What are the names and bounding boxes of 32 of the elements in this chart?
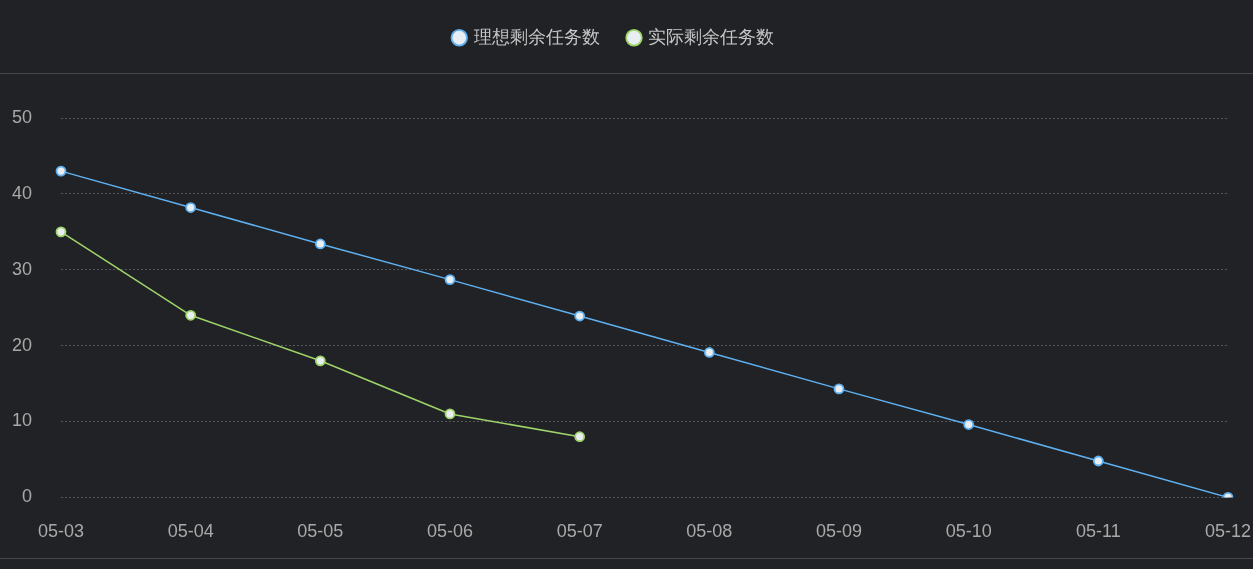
x-tick-label: 05-07: [556, 521, 603, 542]
point: [185, 202, 197, 213]
y-tick-label: 40: [11, 182, 32, 203]
x-tick-label: 05-04: [167, 521, 214, 542]
x-tick-label: 05-03: [37, 521, 85, 542]
point: [444, 408, 456, 420]
point: [55, 165, 67, 177]
point: [314, 355, 326, 367]
x-tick-label: 05-06: [426, 521, 474, 542]
x-tick-label: 05-10: [945, 521, 992, 542]
x-tick-label: 05-11: [1075, 521, 1121, 542]
point: [574, 310, 586, 322]
point: [444, 274, 456, 286]
point: [833, 383, 845, 395]
y-tick-label: 20: [11, 334, 32, 355]
point: [703, 347, 715, 358]
point: [1092, 455, 1104, 467]
point: [574, 431, 586, 443]
x-tick-label: 05-08: [686, 521, 733, 542]
y-tick-label: 50: [11, 106, 32, 127]
legend-label: 实际剩余任务数: [648, 26, 775, 47]
y-tick-label: 30: [11, 258, 32, 279]
y-tick-label: 0: [21, 486, 32, 507]
y-tick-label: 10: [11, 410, 32, 431]
point: [185, 309, 197, 321]
legend-label: 理想剩余任务数: [473, 26, 600, 47]
x-tick-label: 05-12: [1204, 521, 1252, 542]
x-tick-label: 05-05: [297, 521, 344, 542]
point: [963, 419, 975, 430]
point: [55, 226, 67, 238]
x-tick-label: 05-09: [815, 521, 863, 542]
point: [314, 238, 326, 250]
